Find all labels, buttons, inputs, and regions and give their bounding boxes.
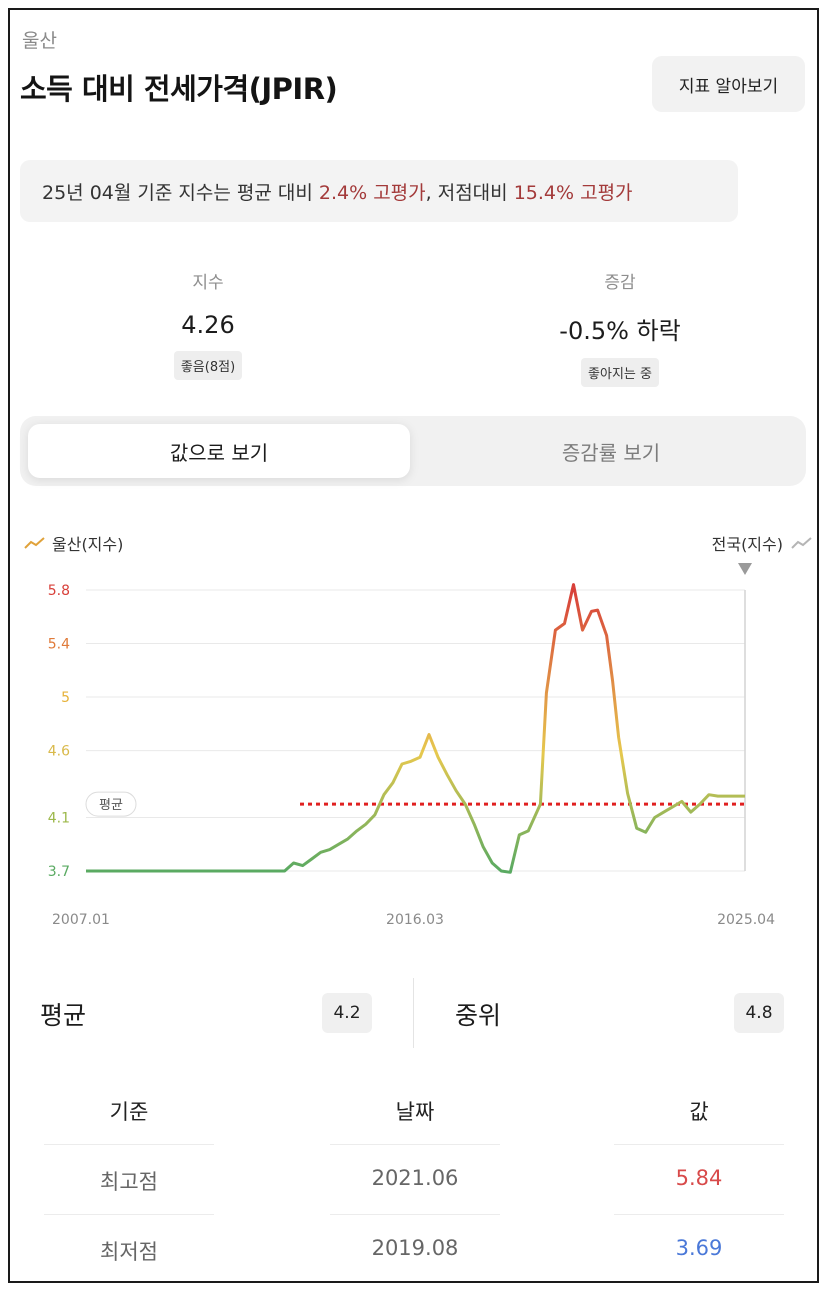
tab-change-rate-view[interactable]: 증감률 보기 (561, 440, 661, 465)
table-cell-value: 5.84 (675, 1166, 723, 1190)
trend-line-icon (24, 537, 45, 549)
legend-ulsan[interactable]: 울산(지수) (24, 531, 123, 555)
mean-label: 평균 (40, 1001, 87, 1030)
table-divider (44, 1214, 214, 1215)
y-tick-label: 3.7 (48, 864, 70, 880)
legend-national[interactable]: 전국(지수) (712, 531, 813, 555)
change-stat-value: -0.5% 하락 (559, 317, 681, 345)
change-stat: 증감 -0.5% 하락 좋아지는 중 (470, 268, 770, 387)
summary-banner: 25년 04월 기준 지수는 평균 대비 2.4% 고평가, 저점대비 15.4… (20, 160, 738, 222)
mean-value-badge: 4.2 (322, 993, 372, 1033)
table-header-basis: 기준 (109, 1100, 149, 1124)
table-divider (614, 1214, 784, 1215)
change-stat-label: 증감 (604, 273, 636, 293)
jpir-line-chart: 5.8 5.4 5 4.6 4.1 3.7 2007.01 2016.03 2025.04 평균 (48, 563, 775, 928)
aggregate-divider (413, 978, 414, 1048)
x-tick-label: 2025.04 (717, 912, 775, 928)
average-pill-label: 평균 (99, 798, 123, 813)
indicator-guide-button[interactable]: 지표 알아보기 (652, 56, 805, 112)
table-header-value: 값 (689, 1100, 709, 1124)
legend-ulsan-label: 울산(지수) (52, 535, 124, 554)
y-tick-label: 5 (61, 690, 70, 706)
index-stat-label: 지수 (192, 273, 224, 293)
view-toggle: 값으로 보기 증감률 보기 (20, 416, 806, 486)
table-cell-date: 2021.06 (371, 1166, 459, 1190)
summary-middle: , 저점대비 (425, 181, 508, 204)
y-tick-label: 4.6 (48, 744, 70, 760)
table-divider (330, 1214, 500, 1215)
trend-line-icon (791, 537, 812, 549)
x-tick-label: 2016.03 (386, 912, 444, 928)
y-tick-label: 5.8 (48, 583, 70, 599)
region-label: 울산 (22, 30, 57, 52)
average-pill (85, 791, 137, 817)
median-label: 중위 (455, 1001, 502, 1030)
table-cell-date: 2019.08 (371, 1236, 459, 1260)
tab-value-view[interactable]: 값으로 보기 (28, 424, 410, 478)
legend-national-label: 전국(지수) (711, 535, 783, 554)
table-header-date: 날짜 (395, 1100, 435, 1124)
table-divider (44, 1144, 214, 1145)
index-score-badge: 좋음(8점) (173, 351, 243, 380)
index-stat-value: 4.26 (181, 311, 235, 339)
table-divider (614, 1144, 784, 1145)
table-divider (330, 1144, 500, 1145)
summary-vs-average: 2.4% 고평가 (318, 181, 426, 204)
y-tick-label: 4.1 (48, 810, 70, 826)
median-value-badge: 4.8 (734, 993, 784, 1033)
y-tick-label: 5.4 (48, 637, 70, 653)
x-tick-label: 2007.01 (52, 912, 110, 928)
summary-prefix: 25년 04월 기준 지수는 평균 대비 (42, 181, 313, 204)
series-line-ulsan (86, 583, 745, 874)
table-cell-value: 3.69 (675, 1236, 723, 1260)
table-cell-basis: 최저점 (100, 1240, 158, 1264)
current-marker-icon (738, 563, 752, 575)
page-title: 소득 대비 전세가격(JPIR) (20, 72, 338, 106)
summary-vs-low: 15.4% 고평가 (513, 181, 633, 204)
change-trend-badge: 좋아지는 중 (581, 358, 659, 387)
index-stat: 지수 4.26 좋음(8점) (58, 268, 358, 380)
table-cell-basis: 최고점 (100, 1170, 158, 1194)
